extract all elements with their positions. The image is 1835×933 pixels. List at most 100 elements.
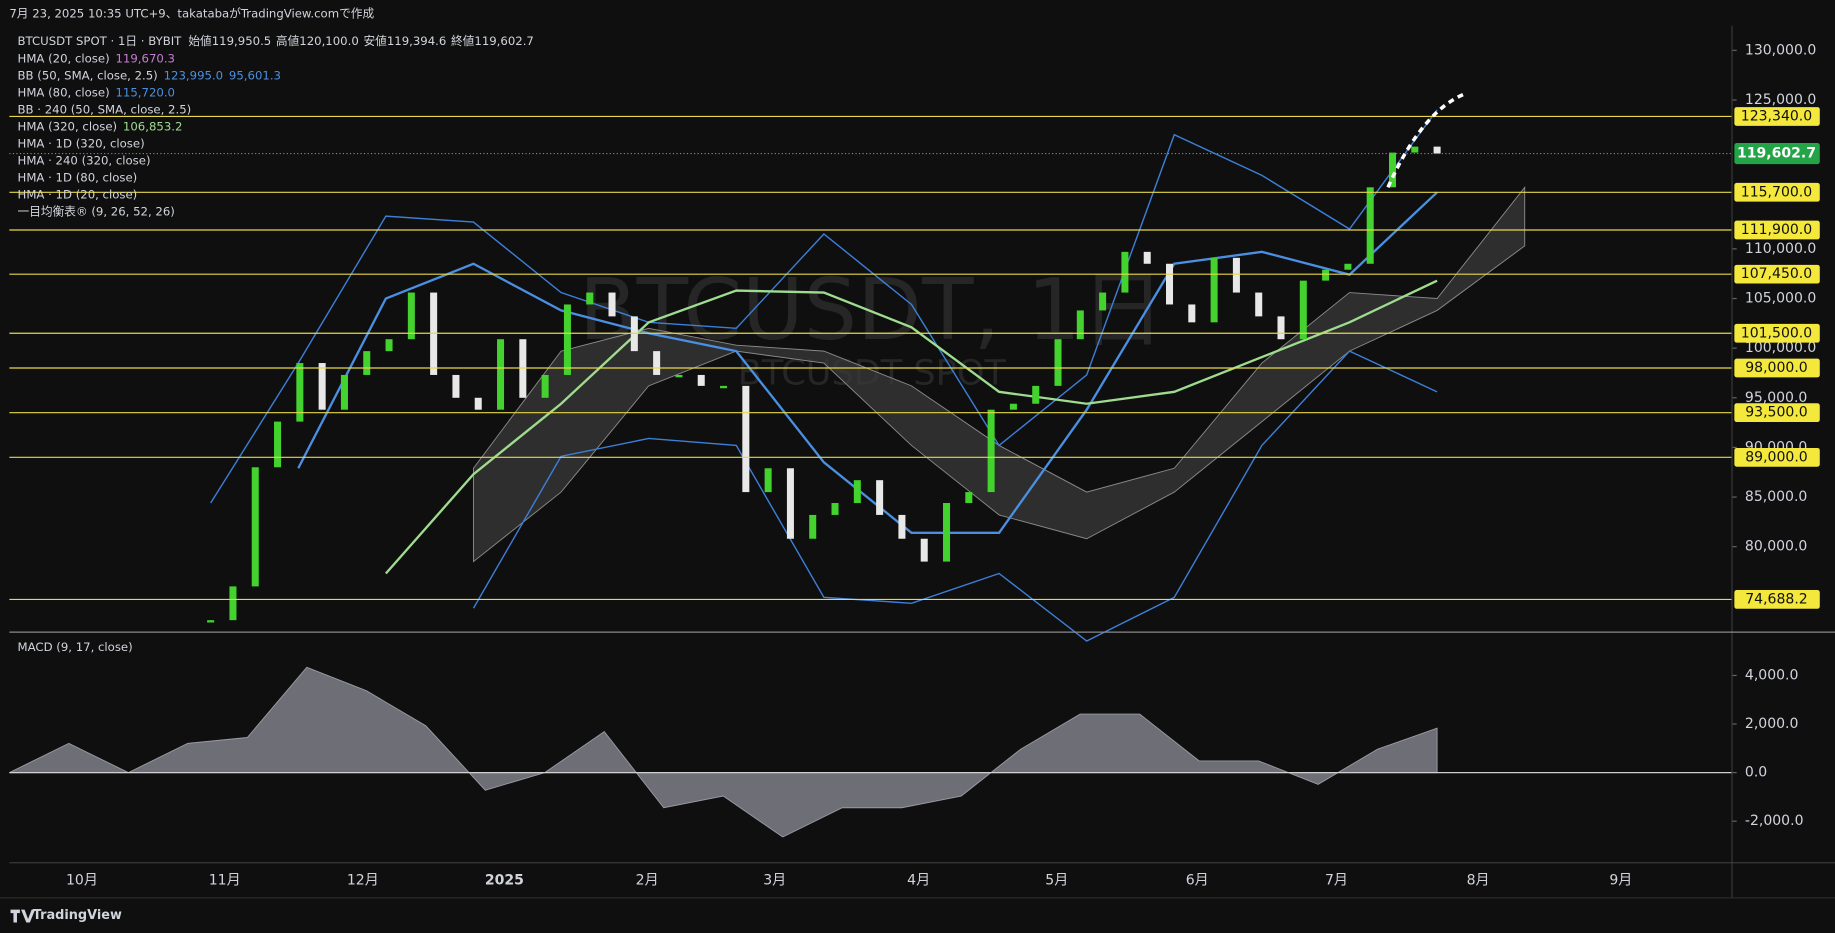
candle [697,374,705,386]
level-label: 98,000.0 [1745,360,1807,376]
indicator-label: 一目均衡表® (9, 26, 52, 26) [18,204,175,218]
x-tick-label: 2月 [636,872,659,888]
level-tag [1734,264,1820,284]
indicator-value: 95,601.3 [229,68,281,82]
candle [207,620,215,623]
candle [675,374,683,378]
candle [452,374,460,398]
indicator-label: HMA · 1D (20, close) [18,187,138,201]
macd-y-tick-label: 0.0 [1745,765,1767,781]
candle [608,292,616,317]
y-tick-label: 80,000.0 [1745,539,1807,555]
y-tick-label: 130,000.0 [1745,42,1816,58]
level-label: 93,500.0 [1745,405,1807,421]
candle [720,385,728,389]
legend-indicator: HMA (20, close) 119,670.3 [18,51,175,65]
candle [1166,263,1174,305]
candle [1099,292,1107,311]
candle [1277,316,1285,340]
candle [251,467,259,587]
level-label: 115,700.0 [1741,184,1812,200]
candle [318,363,326,410]
x-tick-label: 11月 [209,872,241,888]
candle [987,409,995,493]
x-tick-label: 9月 [1609,872,1632,888]
candle [943,503,951,562]
level-label: 101,500.0 [1741,325,1812,341]
candle [229,586,237,621]
legend-indicator: HMA · 1D (80, close) [18,170,138,184]
legend-indicator: HMA · 1D (20, close) [18,187,138,201]
macd-title: MACD (9, 17, close) [18,640,133,654]
candle [1255,292,1263,317]
legend-indicator: BB (50, SMA, close, 2.5) 123,995.0 95,601.… [18,68,281,82]
macd-y-tick-label: 2,000.0 [1745,716,1799,732]
candle [363,351,371,375]
candle [898,514,906,539]
y-tick-label: 125,000.0 [1745,92,1816,108]
legend-indicator: HMA (80, close) 115,720.0 [18,85,175,99]
x-tick-label: 8月 [1467,872,1490,888]
x-tick-label: 2025 [485,872,524,888]
level-label: 123,340.0 [1741,108,1812,124]
created-note: 7月 23, 2025 10:35 UTC+9、takatabaがTrading… [9,7,374,21]
candle [1076,310,1084,340]
level-tag [1734,447,1820,467]
ohlc-value: 119,602.7 [474,33,533,47]
candle [1054,339,1062,386]
candle [653,351,661,375]
macd-y-tick-label: -2,000.0 [1745,813,1804,829]
x-tick-label: 12月 [347,872,379,888]
level-tag [1734,403,1820,423]
level-label: 111,900.0 [1741,222,1812,238]
candle [1232,257,1240,293]
x-tick-label: 5月 [1045,872,1068,888]
candle [586,292,594,305]
macd-y-tick-label: 4,000.0 [1745,667,1799,683]
candle [1210,257,1218,323]
brand: TradingView [10,908,122,923]
level-tag [1734,358,1820,378]
indicator-label: HMA (20, close) [18,51,110,65]
indicator-line [297,191,1438,534]
ohlc-label: 安値 [363,33,387,47]
indicator-label: HMA · 1D (320, close) [18,136,145,150]
ichimoku-cloud [472,185,1526,563]
indicator-value: 123,995.0 [164,68,223,82]
legend-indicator: HMA · 1D (320, close) [18,136,145,150]
candle [474,397,482,410]
indicator-label: HMA (80, close) [18,85,110,99]
ohlc-label: 終値 [451,33,475,47]
y-tick-label: 105,000.0 [1745,291,1816,307]
ohlc-value: 120,100.0 [299,33,358,47]
candle [853,480,861,504]
candle [340,374,348,410]
y-tick-label: 85,000.0 [1745,489,1807,505]
indicator-label: HMA · 1D (80, close) [18,170,138,184]
candle [497,339,505,410]
current-price-tag [1734,143,1820,165]
legend-indicator: HMA · 240 (320, close) [18,153,151,167]
ohlc-value: 119,950.5 [212,33,271,47]
indicator-line [472,350,1438,642]
level-tag [1734,590,1820,609]
legend-symbol: BTCUSDT SPOT · 1日 · BYBIT [18,33,183,47]
x-tick-label: 10月 [66,872,98,888]
macd-area [9,666,1438,838]
candle [1433,146,1441,154]
candle [1344,263,1352,270]
candle [809,514,817,539]
plot-layer: BTCUSDT, 1日BTCUSDT SPOT130,000.0125,000.… [9,42,1820,838]
candle [920,538,928,562]
candle [1366,187,1374,264]
x-tick-label: 6月 [1186,872,1209,888]
candle [965,492,973,504]
indicator-label: BB · 240 (50, SMA, close, 2.5) [18,102,192,116]
level-tag [1734,323,1820,343]
x-tick-label: 7月 [1325,872,1348,888]
level-label: 89,000.0 [1745,449,1807,465]
candle [786,468,794,539]
candle [831,503,839,515]
legend-indicator: HMA (320, close) 106,853.2 [18,119,183,133]
legend-symbol-line: BTCUSDT SPOT · 1日 · BYBIT 始値119,950.5 高値12… [18,33,534,47]
